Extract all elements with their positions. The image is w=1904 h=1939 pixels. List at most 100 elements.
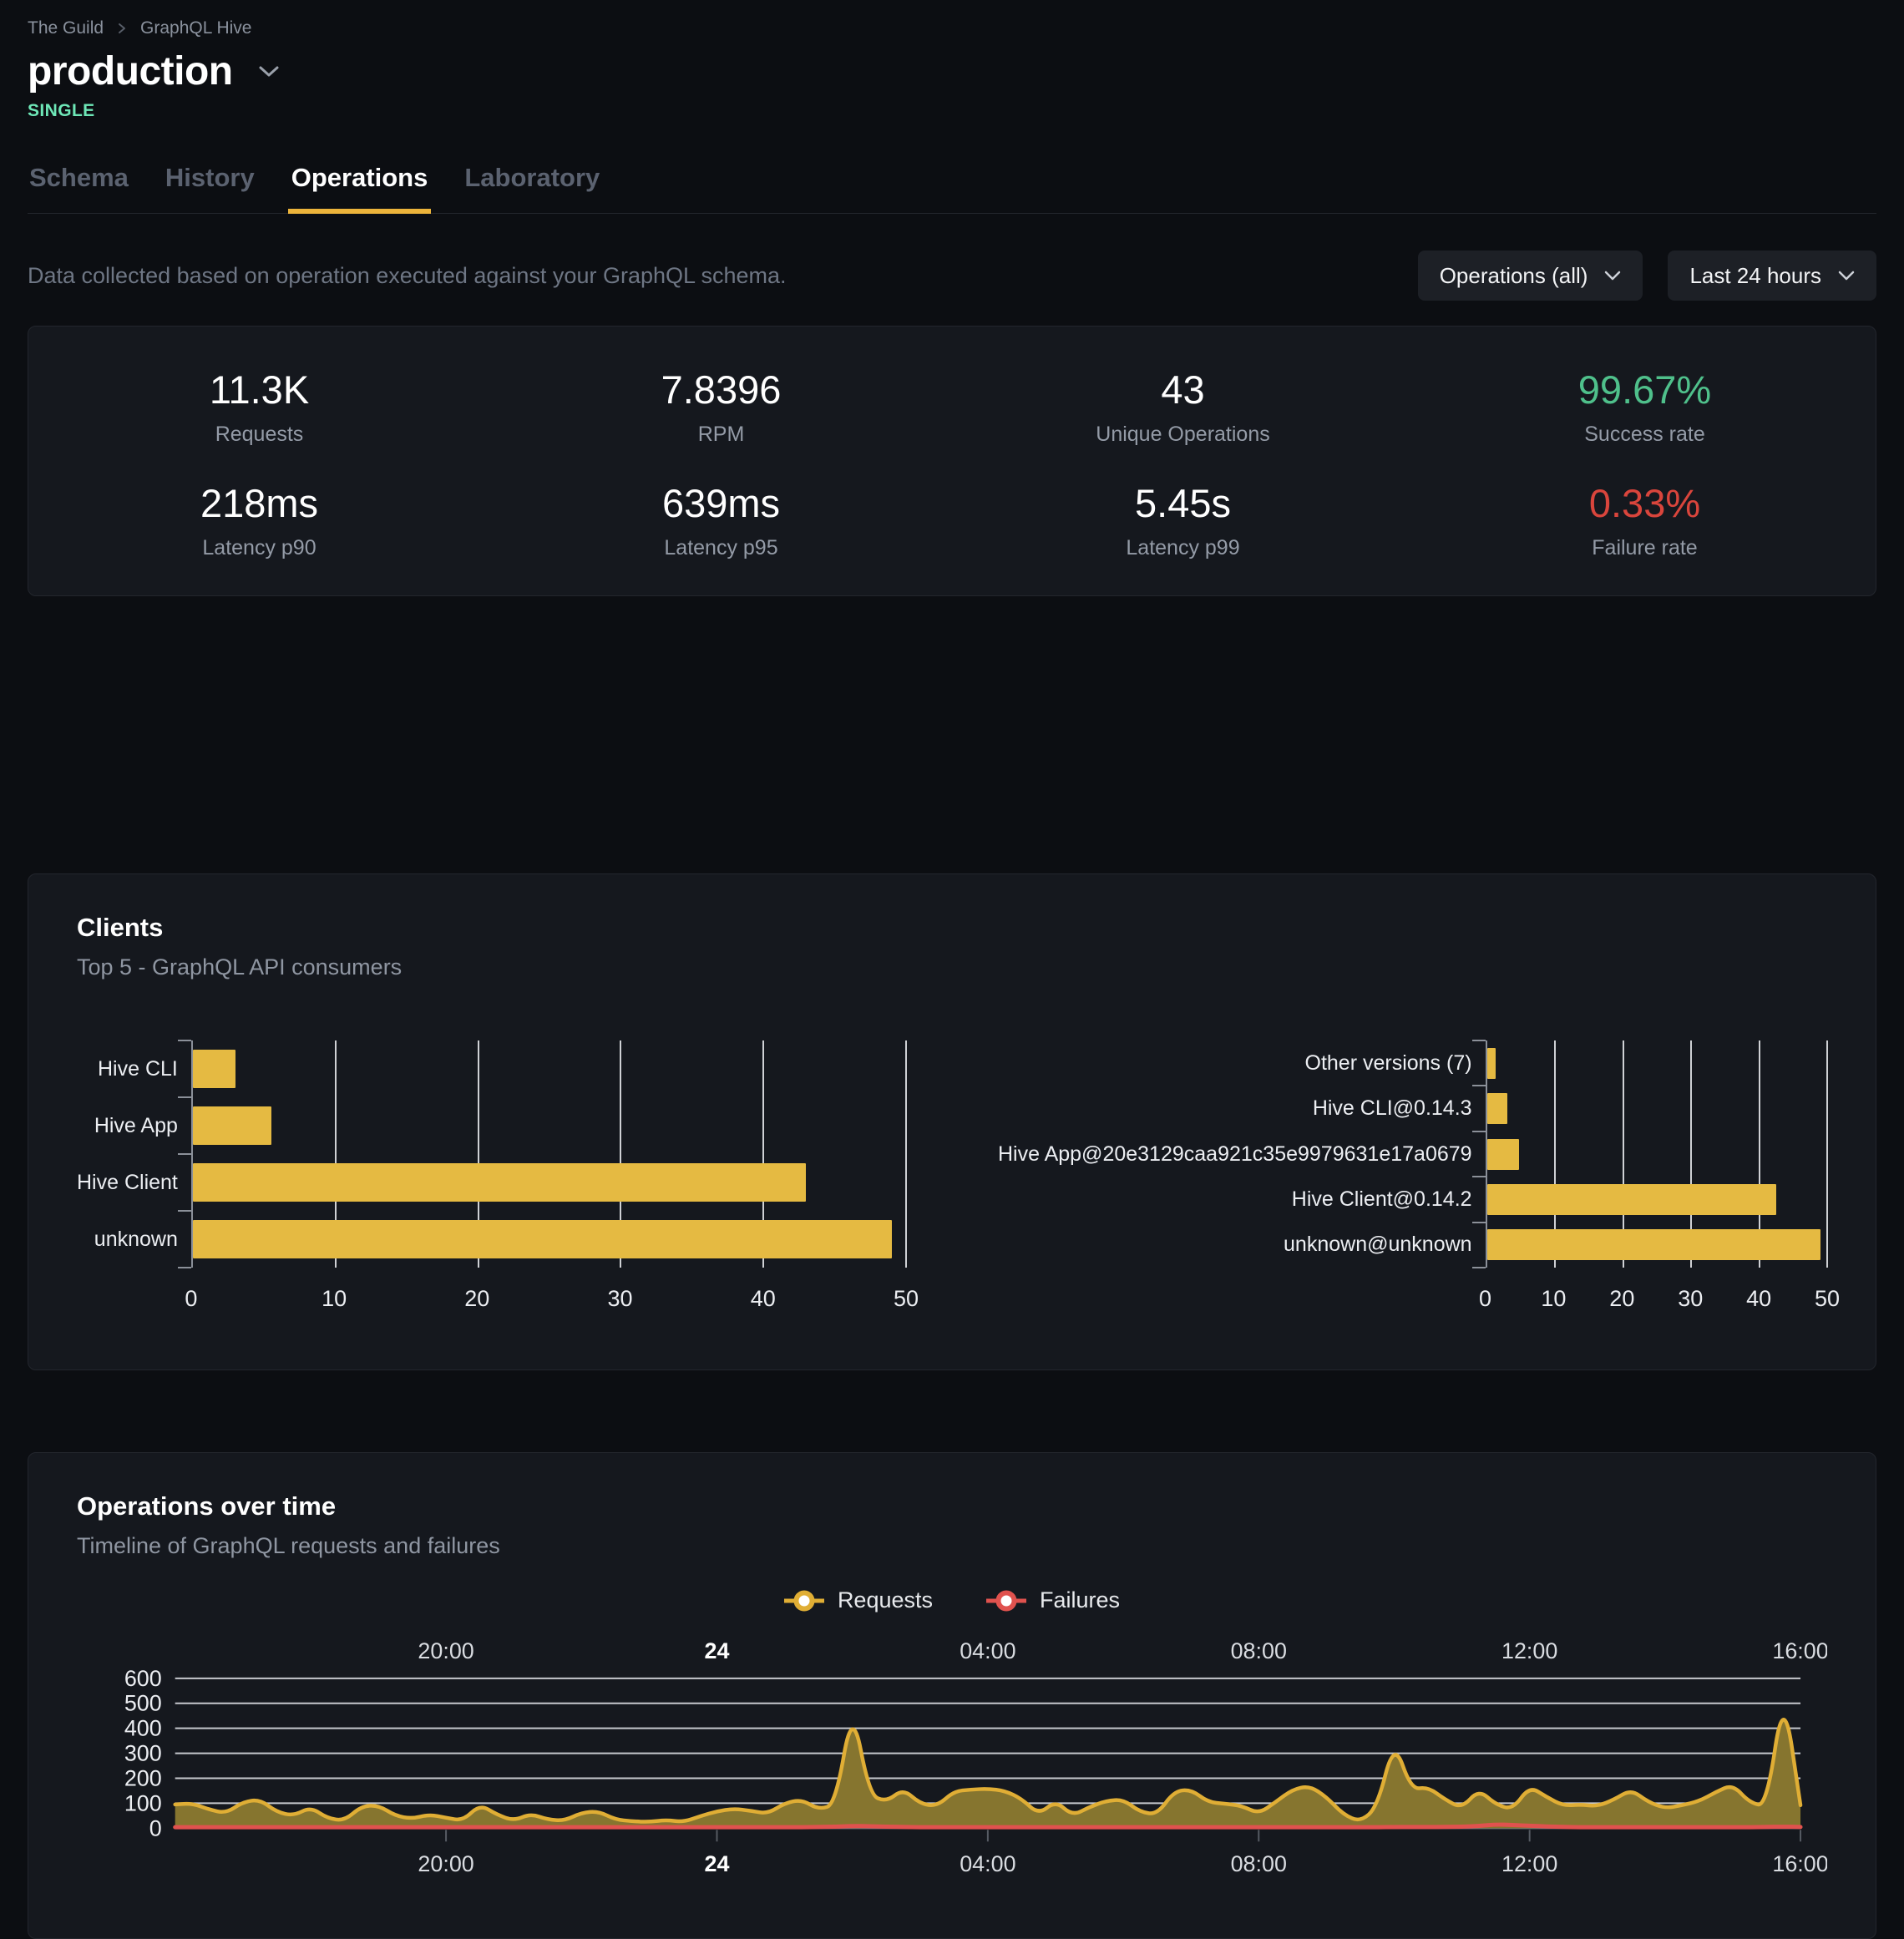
failures-line bbox=[173, 1822, 1803, 1830]
bar-category-labels: Other versions (7) Hive CLI@0.14.3 Hive Ap… bbox=[998, 1040, 1486, 1268]
stat-label: Success rate bbox=[1584, 423, 1705, 446]
x-tick-label: 16:00 bbox=[1772, 1851, 1827, 1876]
x-tick-label: 20:00 bbox=[418, 1851, 473, 1876]
breadcrumb-org[interactable]: The Guild bbox=[28, 18, 104, 38]
x-tick-label: 20 bbox=[464, 1286, 490, 1311]
operations-filter-label: Operations (all) bbox=[1439, 262, 1588, 288]
stat-failure-rate: 0.33% Failure rate bbox=[1414, 480, 1876, 560]
x-tick-label: 08:00 bbox=[1231, 1638, 1287, 1663]
title-row: production bbox=[28, 48, 1876, 94]
tab-operations[interactable]: Operations bbox=[287, 153, 432, 214]
bar-category-label: unknown bbox=[94, 1227, 178, 1251]
gridline bbox=[334, 1040, 337, 1268]
axis-tick bbox=[177, 1040, 191, 1041]
x-tick-label: 0 bbox=[185, 1286, 198, 1311]
axis-spacer bbox=[77, 1268, 191, 1316]
bar-category-label: Hive App@20e3129caa921c35e9979631e17a067… bbox=[998, 1142, 1472, 1166]
gridline bbox=[1826, 1040, 1828, 1268]
stat-unique-operations: 43 Unique Operations bbox=[952, 367, 1414, 447]
clients-by-version-chart: Other versions (7) Hive CLI@0.14.3 Hive Ap… bbox=[998, 1040, 1840, 1316]
stat-success-rate: 99.67% Success rate bbox=[1414, 367, 1876, 447]
operations-filter-dropdown[interactable]: Operations (all) bbox=[1417, 251, 1643, 301]
y-tick-label: 500 bbox=[124, 1691, 162, 1716]
bar-hive-client bbox=[192, 1162, 807, 1202]
target-type-badge: SINGLE bbox=[28, 101, 95, 120]
stat-latency-p99: 5.45s Latency p99 bbox=[952, 480, 1414, 560]
x-tick-label: 04:00 bbox=[960, 1851, 1015, 1876]
operations-over-time-card: Operations over time Timeline of GraphQL… bbox=[28, 1452, 1876, 1939]
x-tick-label: 30 bbox=[607, 1286, 633, 1311]
stat-value: 218ms bbox=[200, 481, 319, 525]
axis-tick bbox=[1471, 1130, 1486, 1132]
stat-value: 11.3K bbox=[209, 367, 310, 412]
stat-label: Latency p95 bbox=[664, 536, 778, 559]
legend-item-requests[interactable]: Requests bbox=[783, 1587, 934, 1613]
gridline bbox=[762, 1040, 765, 1268]
x-tick-label: 24 bbox=[705, 1851, 730, 1876]
axis-tick bbox=[1471, 1221, 1486, 1223]
bar-category-label: Hive CLI bbox=[98, 1056, 178, 1081]
stat-label: Unique Operations bbox=[1096, 423, 1270, 446]
x-tick-label: 10 bbox=[1541, 1286, 1567, 1311]
bar-hive-app bbox=[192, 1106, 271, 1146]
bar-x-axis: 0 10 20 30 40 50 bbox=[185, 1268, 919, 1316]
bar-hive-cli-0-14-3 bbox=[1486, 1093, 1507, 1125]
requests-line bbox=[173, 1717, 1803, 1824]
stats-card: 11.3K Requests 7.8396 RPM 43 Unique Oper… bbox=[28, 326, 1876, 596]
y-tick-label: 300 bbox=[124, 1741, 162, 1766]
chevron-right-icon bbox=[117, 21, 127, 36]
legend-marker-icon bbox=[783, 1590, 824, 1611]
tab-laboratory[interactable]: Laboratory bbox=[464, 163, 600, 192]
bar-row bbox=[192, 1154, 906, 1211]
clients-charts-row: Hive CLI Hive App Hive Client unknown 0 10 20 3… bbox=[77, 1040, 1840, 1316]
gridline bbox=[1554, 1040, 1557, 1268]
stat-value: 639ms bbox=[661, 481, 781, 525]
x-tick-label: 40 bbox=[750, 1286, 776, 1311]
stat-label: Failure rate bbox=[1592, 536, 1698, 559]
legend-item-failures[interactable]: Failures bbox=[986, 1587, 1120, 1613]
bar-row bbox=[1486, 1223, 1827, 1268]
legend-label: Failures bbox=[1040, 1587, 1121, 1612]
y-tick-label: 400 bbox=[124, 1716, 162, 1741]
gridline bbox=[620, 1040, 622, 1268]
breadcrumb: The Guild GraphQL Hive bbox=[28, 0, 1876, 38]
period-filter-dropdown[interactable]: Last 24 hours bbox=[1668, 251, 1876, 301]
bar-unknown-unknown bbox=[1486, 1229, 1820, 1261]
bar-hive-app-20e3129caa921c35e9979631e17a0679 bbox=[1486, 1138, 1519, 1170]
stat-label: Requests bbox=[215, 423, 304, 446]
bar-row bbox=[1486, 1132, 1827, 1177]
bar-other-versions-7- bbox=[1486, 1047, 1496, 1079]
bar-series bbox=[192, 1040, 906, 1268]
bar-plot-area bbox=[1471, 1040, 1828, 1268]
ops-subtitle: Timeline of GraphQL requests and failure… bbox=[77, 1533, 500, 1558]
tab-schema[interactable]: Schema bbox=[29, 163, 129, 192]
axis-tick bbox=[1471, 1085, 1486, 1087]
gridline bbox=[905, 1040, 907, 1268]
breadcrumb-project[interactable]: GraphQL Hive bbox=[140, 18, 252, 38]
bar-category-label: Other versions (7) bbox=[1304, 1051, 1472, 1075]
clients-subtitle: Top 5 - GraphQL API consumers bbox=[77, 954, 403, 980]
stat-value: 0.33% bbox=[1588, 481, 1701, 525]
stat-value: 99.67% bbox=[1577, 367, 1712, 412]
legend-label: Requests bbox=[837, 1587, 934, 1612]
timeline-legend: Requests Failures bbox=[77, 1587, 1827, 1613]
axis-tick bbox=[1471, 1176, 1486, 1178]
x-tick-label: 12:00 bbox=[1501, 1638, 1557, 1663]
bar-unknown bbox=[192, 1219, 892, 1259]
bar-plot-area bbox=[177, 1040, 907, 1268]
bar-row bbox=[192, 1097, 906, 1154]
page-description: Data collected based on operation execut… bbox=[28, 262, 787, 288]
target-selector-chevron-down-icon[interactable] bbox=[258, 65, 280, 78]
clients-by-name-chart: Hive CLI Hive App Hive Client unknown 0 10 20 3… bbox=[77, 1040, 919, 1316]
x-tick-label: 16:00 bbox=[1772, 1638, 1827, 1663]
stat-label: RPM bbox=[697, 423, 745, 446]
stat-label: Latency p90 bbox=[202, 536, 316, 559]
gridline bbox=[1690, 1040, 1693, 1268]
filters-row: Data collected based on operation execut… bbox=[28, 251, 1876, 301]
bar-category-label: Hive App bbox=[94, 1113, 178, 1137]
gridline bbox=[1622, 1040, 1624, 1268]
x-tick-label: 0 bbox=[1479, 1286, 1492, 1311]
tab-history[interactable]: History bbox=[165, 163, 255, 192]
